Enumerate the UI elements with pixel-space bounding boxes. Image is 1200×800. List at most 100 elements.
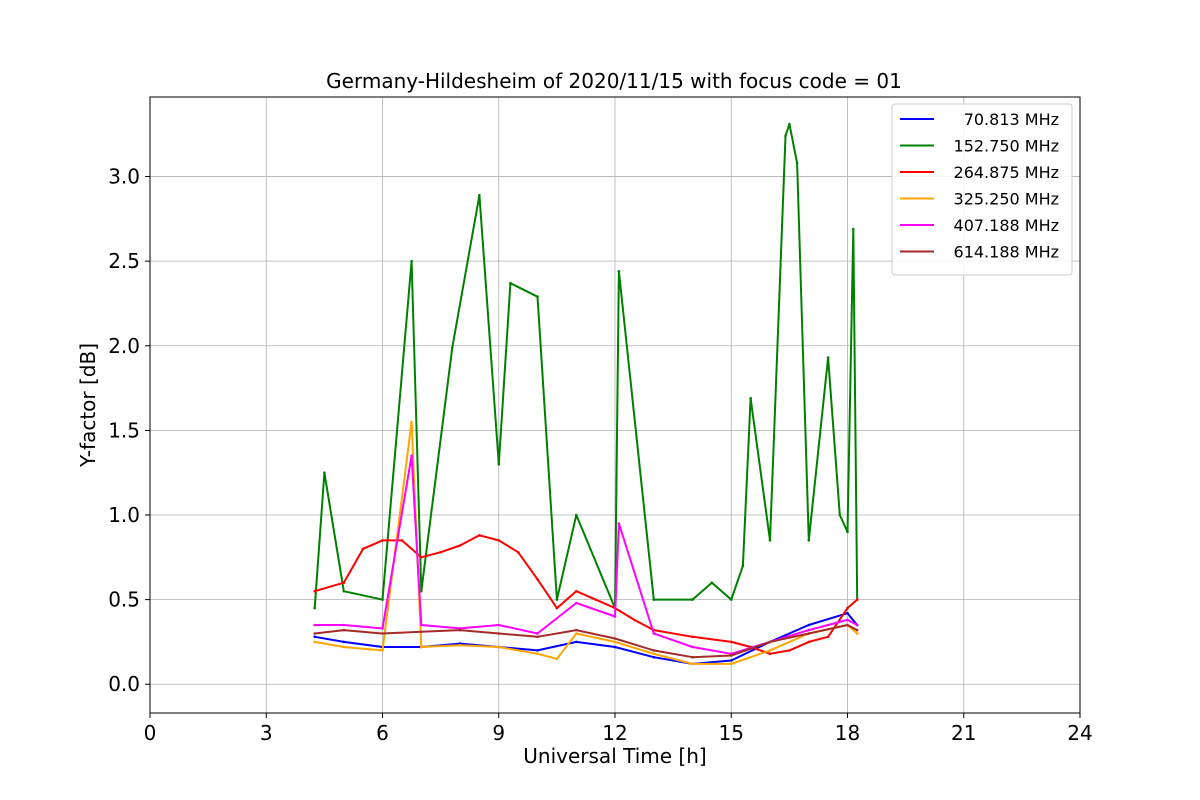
data-point — [795, 161, 799, 165]
data-point — [855, 623, 859, 627]
data-point — [400, 539, 404, 542]
data-point — [846, 530, 849, 534]
legend-label: 70.813 MHz — [964, 110, 1059, 129]
data-point — [381, 539, 384, 542]
data-point — [846, 623, 849, 627]
data-point — [420, 556, 423, 559]
data-point — [497, 645, 501, 649]
x-tick-label: 24 — [1067, 721, 1092, 745]
data-point — [613, 615, 617, 618]
data-point — [313, 640, 317, 644]
data-point — [846, 618, 849, 622]
data-point — [313, 606, 317, 610]
data-point — [536, 578, 539, 581]
y-tick-label: 3.0 — [108, 165, 140, 189]
legend-label: 407.188 MHz — [954, 216, 1059, 235]
data-point — [478, 193, 481, 197]
data-point — [536, 295, 539, 299]
data-point — [410, 420, 413, 424]
data-point — [691, 645, 694, 649]
data-point — [652, 632, 656, 635]
data-point — [826, 356, 830, 359]
data-point — [458, 544, 462, 547]
data-point — [497, 539, 501, 542]
data-point — [838, 513, 842, 517]
data-point — [420, 630, 423, 634]
data-point — [497, 462, 501, 466]
data-point — [855, 628, 859, 632]
data-point — [555, 606, 559, 610]
x-axis: 0 3 6 9 12 15 18 21 24 — [144, 713, 1093, 745]
data-point — [691, 598, 694, 601]
x-tick-label: 12 — [602, 721, 627, 745]
data-point — [420, 623, 423, 627]
data-point — [730, 598, 733, 601]
data-point — [458, 644, 462, 647]
data-point — [730, 654, 733, 657]
data-point — [633, 618, 636, 622]
y-axis-label: Y-factor [dB] — [76, 343, 100, 468]
data-point — [323, 471, 326, 475]
data-point — [536, 649, 539, 652]
data-point — [807, 632, 811, 635]
data-point — [361, 547, 365, 551]
series-line-3 — [314, 420, 858, 665]
data-point — [741, 564, 745, 568]
data-point — [691, 655, 694, 659]
data-point — [613, 637, 617, 640]
x-tick-label: 21 — [951, 721, 976, 745]
legend-label: 614.188 MHz — [954, 243, 1059, 262]
legend-label: 325.250 MHz — [954, 190, 1059, 209]
series-line-5 — [314, 624, 858, 659]
data-point — [536, 652, 539, 656]
plot-area — [313, 122, 859, 666]
x-tick-label: 3 — [260, 721, 273, 745]
data-point — [691, 635, 694, 639]
data-point — [749, 396, 752, 400]
data-point — [342, 628, 346, 632]
data-point — [768, 539, 772, 542]
data-point — [617, 270, 621, 273]
data-point — [807, 640, 811, 644]
data-point — [575, 513, 578, 517]
data-point — [788, 122, 791, 126]
data-point — [807, 539, 811, 542]
series-line-0 — [314, 612, 858, 665]
data-point — [807, 623, 811, 627]
x-tick-label: 15 — [719, 721, 744, 745]
y-tick-label: 2.0 — [108, 334, 140, 358]
data-point — [846, 606, 849, 610]
data-point — [497, 623, 501, 627]
legend-label: 264.875 MHz — [954, 163, 1059, 182]
data-point — [381, 627, 384, 630]
y-tick-label: 2.5 — [108, 249, 140, 273]
data-point — [768, 640, 772, 644]
data-point — [509, 281, 512, 285]
data-point — [439, 550, 442, 554]
data-point — [575, 628, 578, 632]
data-point — [536, 635, 539, 639]
data-point — [420, 645, 423, 649]
data-point — [613, 645, 617, 649]
data-point — [342, 623, 346, 627]
y-tick-label: 0.0 — [108, 672, 140, 696]
data-point — [313, 623, 317, 627]
data-point — [617, 522, 621, 525]
data-point — [497, 632, 501, 635]
data-point — [788, 649, 791, 652]
data-point — [458, 628, 462, 632]
data-point — [846, 611, 849, 615]
y-tick-label: 1.0 — [108, 503, 140, 527]
data-point — [575, 640, 578, 644]
y-tick-label: 1.5 — [108, 418, 140, 442]
data-point — [652, 652, 656, 656]
y-axis: 0.0 0.5 1.0 1.5 2.0 2.5 3.0 — [108, 165, 150, 696]
legend-box — [891, 103, 1073, 276]
x-tick-label: 6 — [376, 721, 389, 745]
data-point — [826, 635, 830, 639]
legend: 70.813 MHz 152.750 MHz 264.875 MHz 325.250 … — [891, 103, 1073, 276]
data-point — [855, 598, 859, 601]
data-point — [652, 598, 656, 601]
y-tick-label: 0.5 — [108, 588, 140, 612]
data-point — [575, 632, 578, 635]
